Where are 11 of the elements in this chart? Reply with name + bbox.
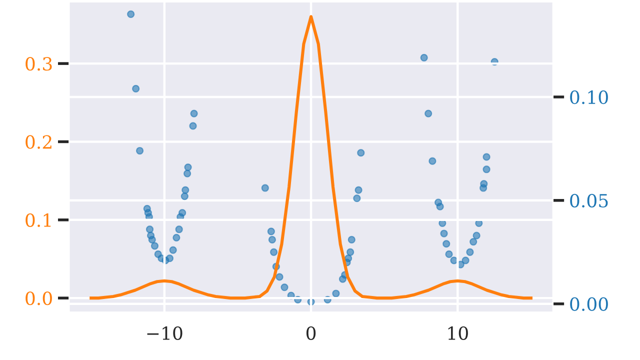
y-tick-label: 0.0	[26, 292, 52, 306]
y-tick-label: 0.3	[26, 57, 52, 71]
x-tick-label: 0	[306, 326, 316, 340]
y2-tick-label: 0.00	[570, 297, 608, 311]
line-series	[90, 15, 532, 300]
y-tick-label: 0.1	[26, 213, 51, 227]
y-tick-label: 0.2	[26, 135, 52, 149]
y2-tick-label: 0.05	[570, 194, 608, 208]
x-tick-label: 10	[448, 326, 468, 340]
x-tick-label: −10	[147, 326, 182, 340]
y2-tick-label: 0.10	[570, 90, 608, 104]
